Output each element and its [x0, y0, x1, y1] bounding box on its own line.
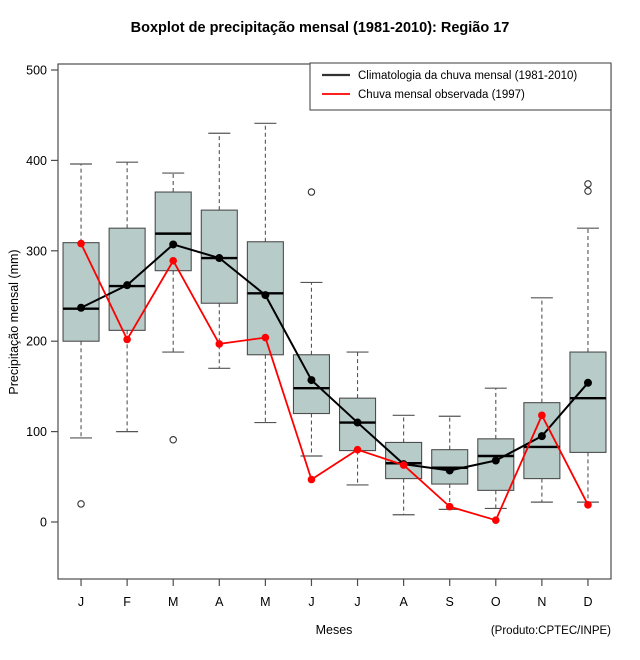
series-point	[538, 411, 546, 420]
series-1	[77, 240, 592, 475]
series-point	[353, 445, 362, 454]
series-point	[169, 240, 178, 249]
series-point	[584, 501, 592, 509]
x-tick-label-8: A	[399, 595, 408, 609]
y-axis-label: Precipitação mensal (mm)	[7, 249, 21, 394]
x-tick-label-3: M	[168, 595, 178, 609]
series-point	[491, 456, 500, 465]
legend-label-2: Chuva mensal observada (1997)	[358, 89, 525, 101]
series-point	[445, 466, 454, 475]
outlier-point	[169, 435, 177, 444]
series-point	[123, 335, 131, 344]
outlier-point	[584, 180, 592, 188]
series-line	[80, 243, 589, 472]
outlier-point	[307, 188, 316, 196]
series-point	[261, 333, 270, 342]
credit-label: (Produto:CPTEC/INPE)	[491, 625, 611, 637]
legend-label-1: Climatologia da chuva mensal (1981-2010)	[358, 70, 577, 82]
x-tick-label-9: S	[446, 595, 454, 609]
series-point	[399, 461, 408, 469]
series-point	[169, 256, 178, 265]
box-iqr	[292, 354, 331, 415]
y-tick-label: 400	[26, 154, 47, 168]
series-point	[261, 291, 270, 300]
series-point	[77, 303, 86, 312]
series-point	[307, 376, 316, 385]
x-tick-label-5: M	[260, 595, 270, 609]
series-point	[445, 502, 454, 511]
line-series	[77, 239, 592, 524]
x-axis-label: Meses	[316, 623, 353, 637]
series-point	[307, 475, 316, 484]
series-point	[77, 239, 85, 248]
x-tick-label-10: O	[491, 595, 501, 609]
series-point	[353, 418, 362, 427]
outlier-point	[77, 500, 85, 508]
y-tick-label: 200	[26, 335, 47, 349]
box-iqr	[108, 227, 146, 331]
box-iqr	[62, 242, 100, 342]
box-iqr	[569, 351, 607, 453]
y-tick-label: 100	[26, 425, 47, 439]
box-6	[292, 188, 331, 457]
series-point	[491, 516, 500, 524]
x-tick-label-4: A	[215, 595, 224, 609]
x-tick-label-12: D	[583, 595, 592, 609]
series-point	[583, 378, 592, 387]
box-iqr	[200, 209, 238, 304]
x-tick-label-11: N	[537, 595, 546, 609]
series-line	[80, 243, 589, 522]
series-point	[123, 281, 132, 290]
x-tick-label-2: F	[123, 595, 131, 609]
x-tick-label-7: J	[354, 595, 360, 609]
series-point	[537, 432, 546, 441]
box-1	[62, 163, 100, 508]
x-tick-label-6: J	[308, 595, 314, 609]
box-12	[569, 180, 607, 503]
legend-box	[309, 62, 612, 111]
page-title: Boxplot de precipitação mensal (1981-201…	[131, 20, 510, 36]
x-tick-label-1: J	[78, 595, 84, 609]
series-point	[215, 254, 224, 263]
box-10	[477, 387, 515, 510]
outlier-point	[584, 187, 592, 195]
y-axis: 0 100 200 300 400 500	[26, 64, 58, 530]
box-iqr	[477, 438, 515, 491]
box-4	[200, 132, 238, 369]
series-2	[77, 239, 592, 524]
box-2	[108, 161, 146, 433]
chart-legend: Climatologia da chuva mensal (1981-2010)…	[309, 62, 612, 111]
y-tick-label: 300	[26, 244, 47, 258]
y-tick-label: 500	[26, 64, 47, 78]
y-tick-label: 0	[40, 516, 47, 530]
series-point	[215, 340, 224, 348]
